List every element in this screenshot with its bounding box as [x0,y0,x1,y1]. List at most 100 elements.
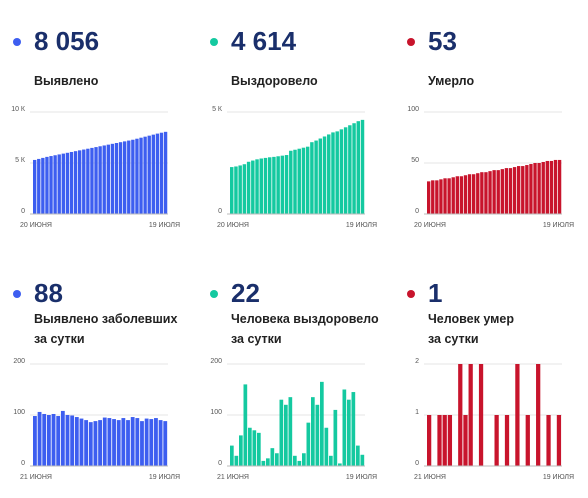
bar [533,163,537,214]
bar [82,149,86,214]
bar [94,147,98,214]
bar [484,172,488,214]
y-tick-label: 0 [21,460,25,467]
y-tick-label: 1 [415,409,419,416]
bar [230,167,234,214]
bar [318,138,323,214]
bar [147,135,151,214]
bar [351,392,356,466]
bar [110,143,115,214]
y-tick-label: 200 [210,358,222,365]
bar [472,174,476,214]
bar [284,155,289,214]
bar [431,180,435,214]
bar [525,415,530,466]
x-start-label: 21 ИЮНЯ [414,474,446,481]
bar [447,178,451,214]
bar [343,127,348,214]
deaths-chart: 0 50 100 20 ИЮНЯ 19 ИЮЛЯ [407,106,574,229]
bar [102,417,107,466]
bar [342,389,347,466]
bar [70,415,75,466]
bar [331,132,335,214]
x-start-label: 21 ИЮНЯ [20,474,52,481]
panel-daily-deaths: 1 Человек умер за сутки 0 1 2 21 ИЮНЯ 19 ИЮЛ… [394,252,584,497]
y-tick-label: 0 [218,208,222,215]
bar [65,415,70,466]
bar [284,404,288,466]
bar [252,430,257,466]
daily-confirmed-label-line-1: Выявлено заболевших [34,312,178,326]
bar [360,454,365,466]
x-end-label: 19 ИЮЛЯ [149,474,180,481]
bar [280,155,285,214]
bar [276,156,280,214]
bar [297,460,302,466]
deaths-dot [407,38,415,46]
x-end-label: 19 ИЮЛЯ [346,474,377,481]
bar [139,137,143,214]
x-start-label: 20 ИЮНЯ [217,222,249,229]
bar [348,125,352,214]
recovered-total: 4 614 [231,26,297,56]
daily-recovered-chart: 0 100 200 21 ИЮНЯ 19 ИЮЛЯ [210,358,377,481]
bar [159,132,164,214]
bar [135,138,139,214]
bar [126,420,130,466]
panel-confirmed: 8 056 Выявлено 0 5 К 10 К 20 ИЮНЯ 19 ИЮЛЯ [0,0,190,245]
y-tick-label: 5 К [212,106,223,113]
daily-confirmed-label-line-2: за сутки [34,332,85,346]
daily-deaths-total: 1 [428,278,443,308]
bar [127,140,131,214]
daily-confirmed-label: Выявлено заболевших за сутки [34,309,177,349]
bar [458,364,463,466]
panel-recovered: 4 614 Выздоровело 0 5 К 20 ИЮНЯ 19 ИЮЛЯ [197,0,387,245]
confirmed-total: 8 056 [34,26,100,56]
x-start-label: 20 ИЮНЯ [414,222,446,229]
y-tick-label: 10 К [11,106,26,113]
daily-recovered-label-line-2: за сутки [231,332,282,346]
bar [451,177,455,214]
bar [243,384,248,466]
bar [500,169,504,214]
bar [488,171,492,214]
bar [230,445,234,466]
bar [116,420,121,466]
bar [311,397,315,466]
bar [360,119,365,214]
bar [463,175,468,214]
bar [504,168,509,214]
confirmed-chart: 0 5 К 10 К 20 ИЮНЯ 19 ИЮЛЯ [11,106,180,229]
bar [339,129,344,214]
bar [324,427,329,466]
recovered-dot [210,38,218,46]
bar [435,180,439,214]
bar [352,123,356,214]
daily-deaths-chart: 0 1 2 21 ИЮНЯ 19 ИЮЛЯ [414,358,574,481]
y-tick-label: 0 [21,208,25,215]
bar [251,160,255,214]
bar [107,418,112,466]
daily-confirmed-chart: 0 100 200 21 ИЮНЯ 19 ИЮЛЯ [13,358,180,481]
y-tick-label: 0 [218,460,222,467]
bar [289,150,293,214]
bar [51,413,56,466]
bar [329,455,333,466]
y-tick-label: 5 К [15,157,26,164]
bar [320,381,324,466]
bar [140,421,144,466]
x-start-label: 21 ИЮНЯ [217,474,249,481]
bar [73,151,78,214]
bar [478,364,484,466]
x-end-label: 19 ИЮЛЯ [346,222,377,229]
bar [86,148,90,214]
confirmed-label: Выявлено [34,71,98,91]
bar [234,166,238,214]
bar [41,157,45,214]
bar [57,154,61,214]
daily-confirmed-total: 88 [34,278,63,308]
bar [42,413,47,466]
bar [494,415,499,466]
daily-deaths-dot [407,290,415,298]
bar [121,418,126,466]
